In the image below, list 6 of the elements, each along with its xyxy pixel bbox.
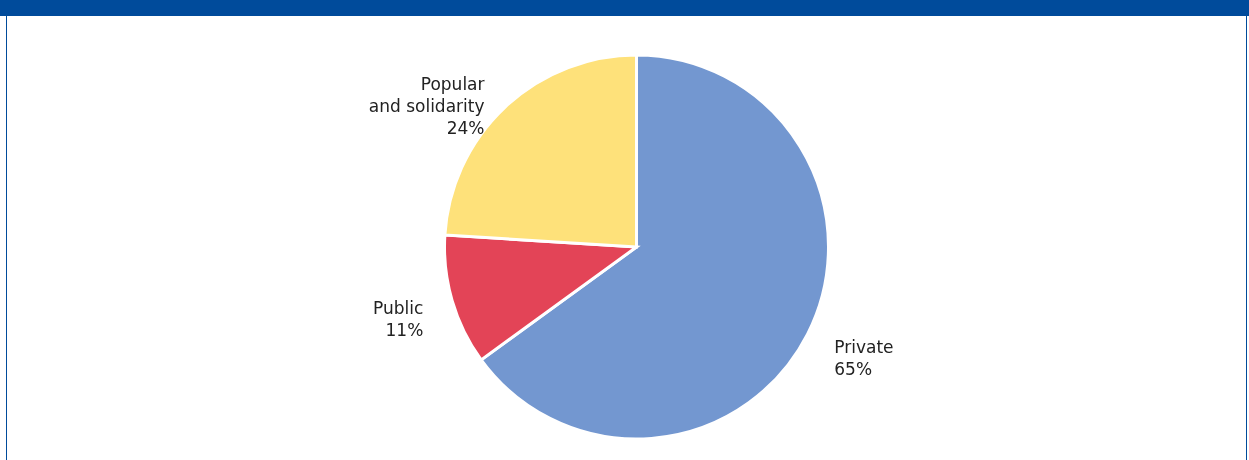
data-label: 65% xyxy=(834,358,873,379)
slice-label: Public xyxy=(373,297,424,318)
slice-label: Popular and solidarity xyxy=(368,74,485,117)
slice-label: Private xyxy=(834,336,894,357)
data-label: 24% xyxy=(446,118,485,139)
data-label: 11% xyxy=(385,319,424,340)
